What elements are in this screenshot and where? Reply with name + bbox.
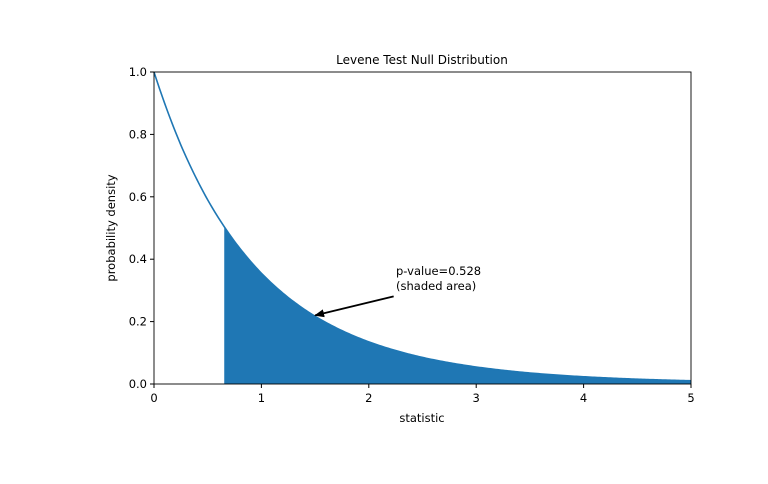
y-tick-label: 0.2: [129, 315, 147, 329]
shaded-area: [224, 226, 691, 384]
y-tick-label: 0.6: [129, 190, 147, 204]
x-tick-label: 2: [365, 391, 372, 405]
y-tick-label: 0.4: [129, 252, 147, 266]
y-tick-label: 0.0: [129, 377, 147, 391]
axes-frame: [153, 71, 692, 385]
x-axis-label: statistic: [399, 411, 444, 425]
x-tick-label: 4: [580, 391, 587, 405]
annotation-line2: (shaded area): [396, 279, 476, 293]
x-tick-label: 5: [687, 391, 694, 405]
y-tick-label: 1.0: [129, 65, 147, 79]
annotation-line1: p-value=0.528: [396, 264, 481, 278]
y-tick-label: 0.8: [129, 127, 147, 141]
y-axis-label: probability density: [104, 174, 118, 281]
x-tick-label: 1: [258, 391, 265, 405]
density-line: [153, 71, 692, 382]
x-tick-label: 0: [150, 391, 157, 405]
annotation-arrow: [314, 295, 394, 318]
chart-title: Levene Test Null Distribution: [336, 53, 508, 67]
axis-ticks: 0 1 2 3 4 5 0.0 0.2 0.4 0.6 0.8 1.0: [129, 65, 695, 405]
plot-area: [153, 71, 692, 385]
x-tick-label: 3: [473, 391, 480, 405]
